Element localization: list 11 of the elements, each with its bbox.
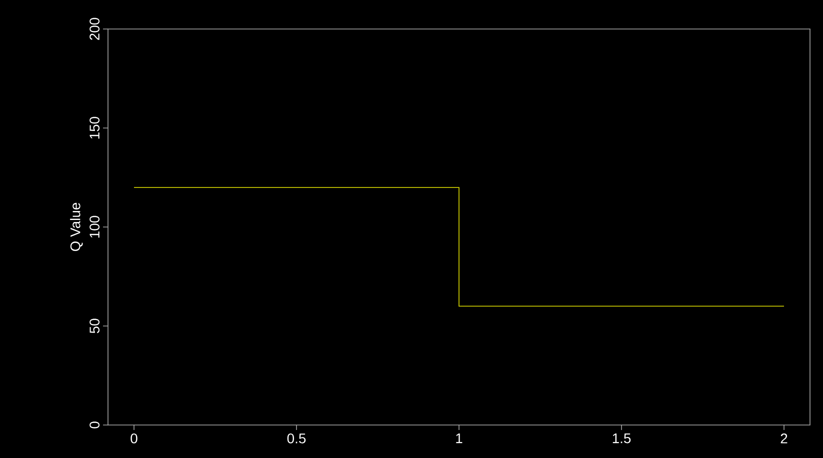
y-tick-label: 0 <box>90 422 100 428</box>
x-tick-label: 1.5 <box>612 434 631 444</box>
y-tick-label: 200 <box>90 18 100 40</box>
x-tick-label: 1 <box>456 434 462 444</box>
y-tick-label: 150 <box>90 116 100 139</box>
x-tick-label: 0.5 <box>287 433 306 444</box>
y-axis-title: Q Value <box>70 202 83 252</box>
y-tick-label: 50 <box>90 318 100 334</box>
x-tick-label: 0 <box>130 433 138 444</box>
y-tick-label: 100 <box>90 216 100 238</box>
x-tick-label: 2 <box>780 433 788 444</box>
